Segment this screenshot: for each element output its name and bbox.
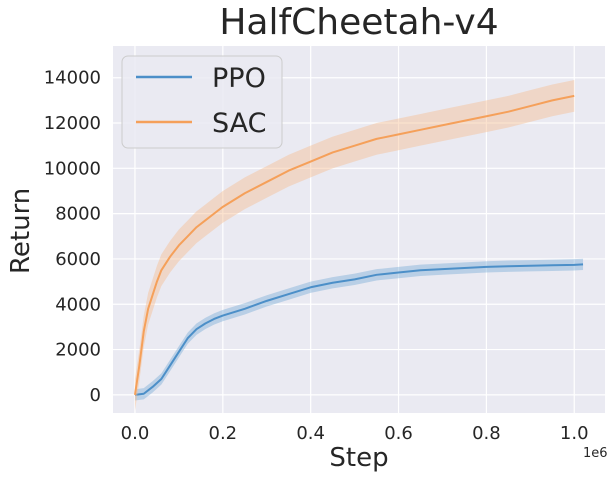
y-tick-label: 14000 — [44, 68, 101, 89]
sac-legend-label: SAC — [212, 108, 267, 139]
x-tick-label: 1.0 — [560, 423, 589, 444]
ppo-series-line — [134, 263, 584, 396]
x-tick-label: 0.0 — [121, 423, 150, 444]
x-tick-label: 0.4 — [296, 423, 325, 444]
y-tick-label: 12000 — [44, 113, 101, 134]
y-axis-label: Return — [6, 187, 36, 274]
x-axis-label: Step — [329, 443, 389, 473]
legend-box — [121, 55, 283, 149]
y-tick-label: 0 — [90, 385, 101, 406]
y-tick-label: 2000 — [55, 340, 101, 361]
legend: PPO SAC — [121, 55, 283, 149]
ppo-legend-label: PPO — [212, 63, 266, 94]
y-tick-label: 4000 — [55, 294, 101, 315]
x-tick-label: 0.8 — [472, 423, 501, 444]
x-tick-label: 0.6 — [384, 423, 413, 444]
chart-title: HalfCheetah-v4 — [219, 2, 499, 43]
sac-series-line — [133, 94, 575, 396]
y-tick-label: 8000 — [55, 204, 101, 225]
y-tick-label: 6000 — [55, 249, 101, 270]
y-tick-label: 10000 — [44, 158, 101, 179]
x-tick-label: 0.2 — [209, 423, 238, 444]
x-axis-scale-label: 1e6 — [583, 446, 608, 461]
